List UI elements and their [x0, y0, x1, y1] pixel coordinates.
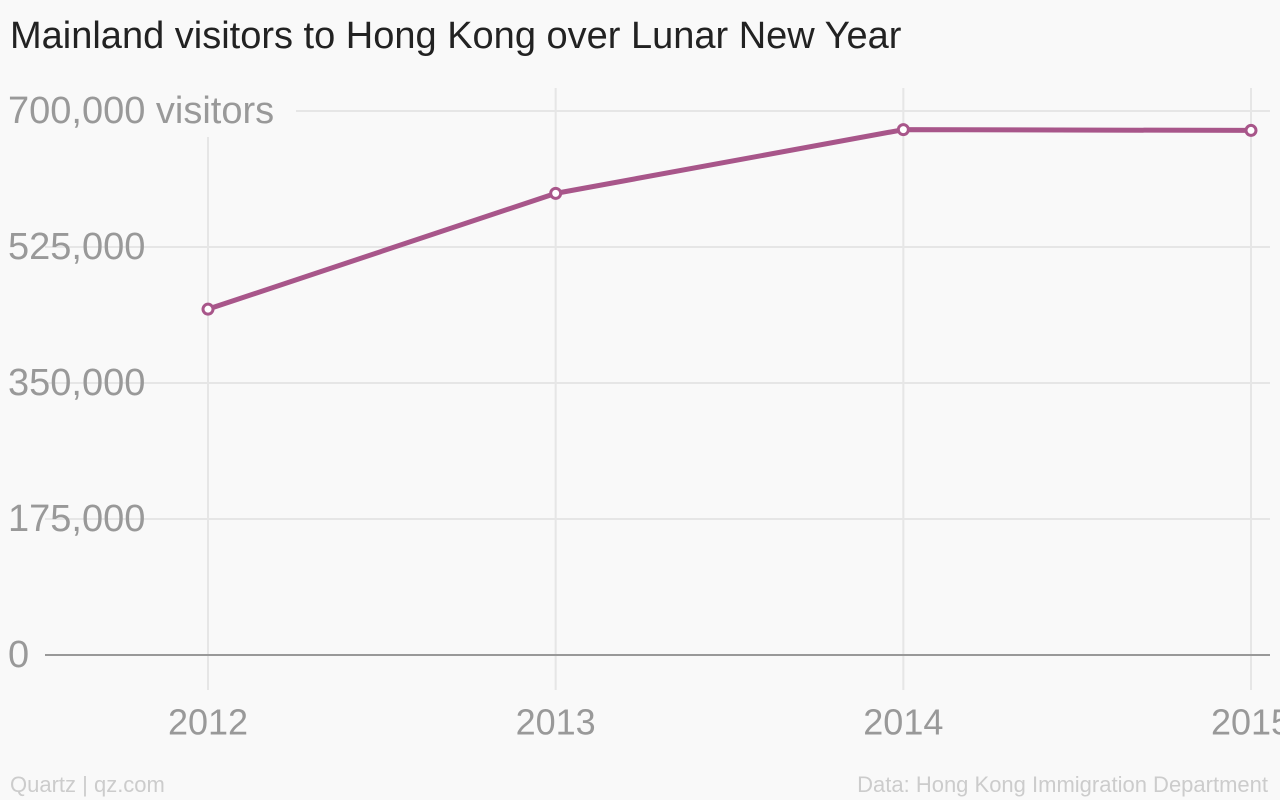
data-point — [201, 302, 215, 316]
x-tick-label: 2015 — [1211, 702, 1280, 743]
credit-text: Quartz | qz.com — [10, 772, 165, 797]
data-point — [549, 186, 563, 200]
x-tick-label: 2013 — [516, 702, 596, 743]
x-tick-label: 2012 — [168, 702, 248, 743]
series-line — [205, 127, 1254, 312]
data-point — [896, 123, 910, 137]
data-point — [1244, 123, 1258, 137]
y-tick-label: 700,000 visitors — [8, 90, 274, 132]
y-tick-label: 525,000 — [8, 226, 145, 268]
y-tick-label: 175,000 — [8, 498, 145, 540]
y-tick-label: 350,000 — [8, 362, 145, 404]
chart-title: Mainland visitors to Hong Kong over Luna… — [10, 15, 902, 57]
y-label-background — [0, 85, 296, 137]
x-tick-label: 2014 — [863, 702, 943, 743]
source-text: Data: Hong Kong Immigration Department — [857, 772, 1268, 797]
y-tick-label: 0 — [8, 634, 29, 676]
